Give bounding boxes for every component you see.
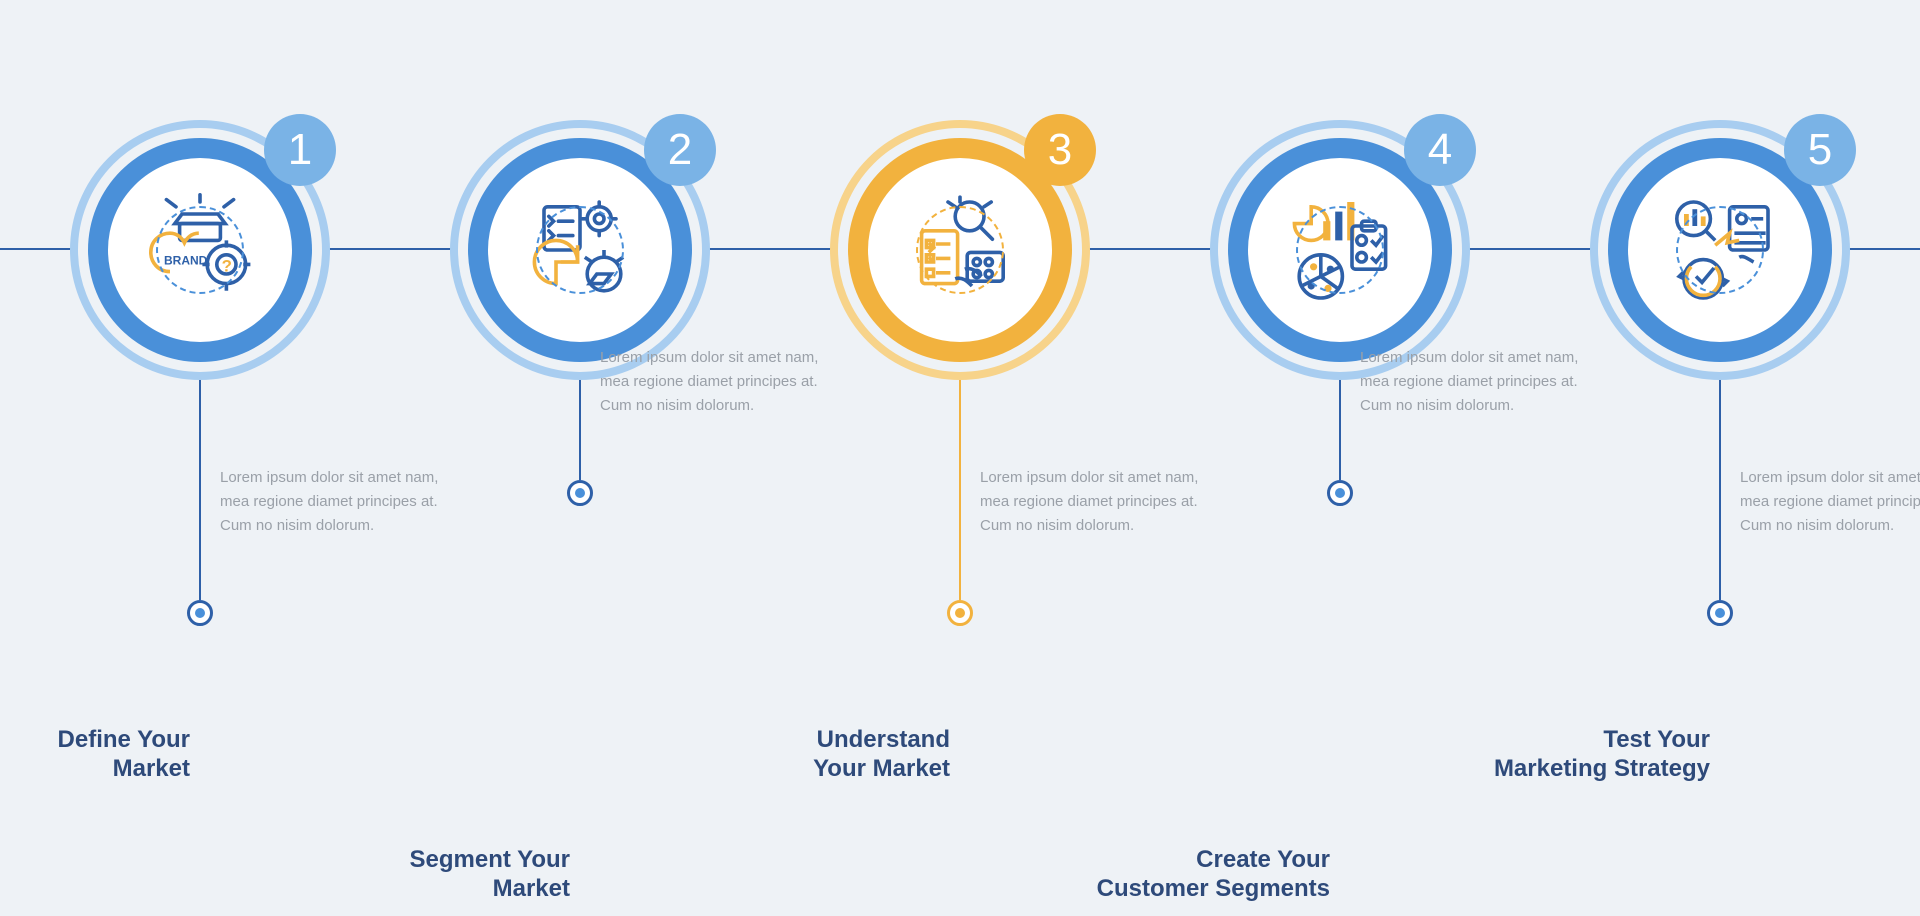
step-1-node: BRAND ? 1 <box>70 120 330 380</box>
step-1-stem <box>199 380 201 600</box>
step-5: 5 Test YourMarketing Strategy Lorem ipsu… <box>1590 120 1850 626</box>
step-5-number: 5 <box>1808 128 1832 172</box>
bullet-dot <box>575 488 585 498</box>
step-4-body: Lorem ipsum dolor sit amet nam, mea regi… <box>1360 346 1590 418</box>
step-5-title: Test YourMarketing Strategy <box>1430 726 1710 784</box>
step-3-number: 3 <box>1048 128 1072 172</box>
dashed-ring <box>156 206 244 294</box>
step-2-bullet <box>567 480 593 506</box>
step-3-badge: 3 <box>1024 114 1096 186</box>
step-3-title: UnderstandYour Market <box>670 726 950 784</box>
step-3-node: 3 <box>830 120 1090 380</box>
step-3: 3 UnderstandYour Market Lorem ipsum dolo… <box>830 120 1090 626</box>
step-2-title: Segment YourMarket <box>290 846 570 904</box>
steps-container: BRAND ? 1 Define YourMarket Lorem ipsum … <box>0 120 1920 626</box>
inner-disc <box>1248 158 1432 342</box>
step-4-badge: 4 <box>1404 114 1476 186</box>
step-1-badge: 1 <box>264 114 336 186</box>
bullet-dot <box>1335 488 1345 498</box>
step-2-node: 2 <box>450 120 710 380</box>
step-2-stem <box>579 380 581 480</box>
step-4-text: Create YourCustomer Segments <box>1050 846 1330 916</box>
step-1-title: Define YourMarket <box>0 726 190 784</box>
step-4-stem <box>1339 380 1341 480</box>
step-2-number: 2 <box>668 128 692 172</box>
step-5-stem <box>1719 380 1721 600</box>
step-1: BRAND ? 1 Define YourMarket Lorem ipsum … <box>70 120 330 626</box>
step-1-bullet <box>187 600 213 626</box>
step-1-number: 1 <box>288 128 312 172</box>
inner-disc <box>1628 158 1812 342</box>
step-2-body: Lorem ipsum dolor sit amet nam, mea regi… <box>600 346 830 418</box>
step-3-stem <box>959 380 961 600</box>
step-1-body: Lorem ipsum dolor sit amet nam, mea regi… <box>220 466 450 538</box>
step-1-text: Define YourMarket <box>0 726 190 796</box>
step-2-badge: 2 <box>644 114 716 186</box>
bullet-dot <box>195 608 205 618</box>
step-5-badge: 5 <box>1784 114 1856 186</box>
inner-disc: BRAND ? <box>108 158 292 342</box>
inner-disc <box>868 158 1052 342</box>
step-4-number: 4 <box>1428 128 1452 172</box>
step-5-body: Lorem ipsum dolor sit amet nam, mea regi… <box>1740 466 1920 538</box>
step-4-node: 4 <box>1210 120 1470 380</box>
inner-disc <box>488 158 672 342</box>
step-2: 2 Segment YourMarket Lorem ipsum dolor s… <box>450 120 710 626</box>
bullet-dot <box>1715 608 1725 618</box>
step-2-text: Segment YourMarket <box>290 846 570 916</box>
step-4-bullet <box>1327 480 1353 506</box>
bullet-dot <box>955 608 965 618</box>
dashed-ring <box>916 206 1004 294</box>
step-3-body: Lorem ipsum dolor sit amet nam, mea regi… <box>980 466 1210 538</box>
step-5-text: Test YourMarketing Strategy <box>1430 726 1710 796</box>
step-4-title: Create YourCustomer Segments <box>1050 846 1330 904</box>
dashed-ring <box>1676 206 1764 294</box>
dashed-ring <box>536 206 624 294</box>
step-4: 4 Create YourCustomer Segments Lorem ips… <box>1210 120 1470 626</box>
step-3-text: UnderstandYour Market <box>670 726 950 796</box>
step-5-node: 5 <box>1590 120 1850 380</box>
step-3-bullet <box>947 600 973 626</box>
dashed-ring <box>1296 206 1384 294</box>
step-5-bullet <box>1707 600 1733 626</box>
